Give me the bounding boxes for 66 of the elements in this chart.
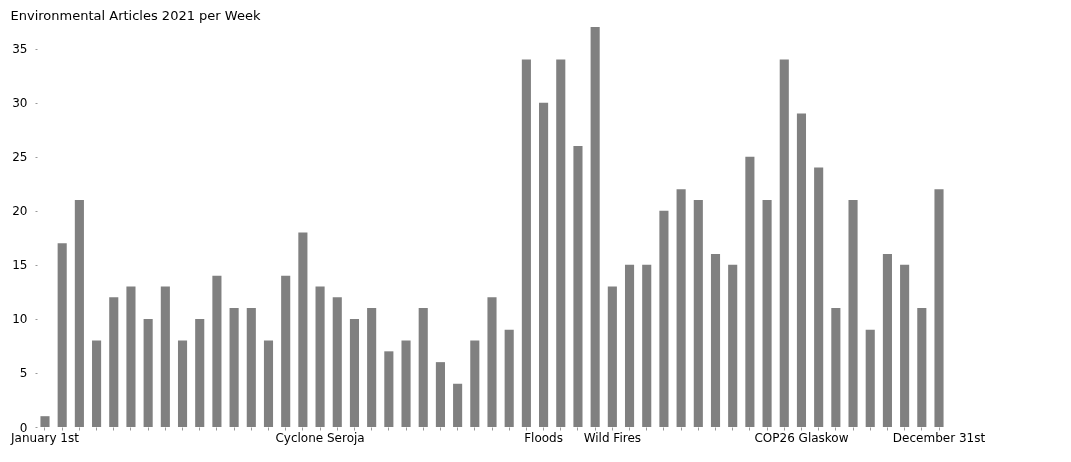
bar [831, 308, 841, 427]
bar [796, 113, 807, 427]
bar [92, 340, 102, 427]
bar [298, 232, 308, 427]
bar [315, 286, 325, 427]
bar [745, 156, 755, 427]
bar [693, 199, 703, 427]
y-tick-label: 15 [12, 258, 28, 273]
bar [659, 210, 669, 427]
y-tick-label: 30 [12, 96, 28, 111]
x-tick-label: COP26 Glaskow [754, 430, 849, 445]
bar [281, 275, 291, 427]
bar [177, 340, 188, 427]
bar [453, 383, 463, 427]
bar [865, 329, 875, 427]
bar [487, 297, 497, 427]
bar [109, 297, 119, 427]
bar [590, 27, 600, 427]
bar [246, 308, 256, 427]
bar [814, 167, 824, 427]
bar [934, 189, 944, 427]
bar [556, 59, 566, 427]
bar [504, 329, 514, 427]
bar [624, 264, 635, 427]
bar [762, 199, 772, 427]
bar [470, 340, 480, 427]
bar [160, 286, 170, 427]
bar [195, 318, 205, 427]
bar [900, 264, 910, 427]
bar [882, 254, 892, 427]
bar [917, 308, 927, 427]
bar [229, 308, 239, 427]
y-tick-label: 35 [12, 42, 28, 57]
bar [332, 297, 342, 427]
bar [848, 199, 858, 427]
bar [779, 59, 789, 427]
y-tick-label: 10 [12, 312, 28, 327]
y-tick-label: 25 [12, 150, 28, 165]
x-tick-label: December 31st [892, 430, 986, 445]
bar [573, 145, 583, 427]
y-tick-label: 5 [19, 366, 28, 381]
bar [367, 308, 377, 427]
x-tick-label: Cyclone Seroja [275, 430, 365, 445]
bar [212, 275, 222, 427]
bar [74, 199, 84, 427]
bar [40, 416, 50, 427]
bar [263, 340, 274, 427]
bar [539, 102, 549, 427]
bar [435, 362, 445, 427]
chart-title: Environmental Articles 2021 per Week [10, 8, 261, 23]
bar [607, 286, 617, 427]
bar [676, 189, 686, 427]
bar [521, 59, 531, 427]
bar [126, 286, 136, 427]
bar [401, 340, 411, 427]
bar [642, 264, 652, 427]
x-tick-label: Wild Fires [583, 430, 642, 445]
y-tick-label: 20 [12, 204, 28, 219]
x-tick-label: Floods [524, 430, 563, 445]
bar [418, 308, 428, 427]
bar [710, 254, 721, 427]
bar [57, 243, 67, 427]
bar [728, 264, 738, 427]
bar [349, 318, 360, 427]
bar [384, 351, 394, 427]
bar [143, 318, 153, 427]
